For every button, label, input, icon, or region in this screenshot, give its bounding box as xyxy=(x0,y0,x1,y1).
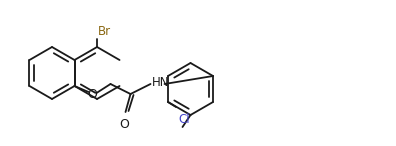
Text: O: O xyxy=(88,87,97,100)
Text: Br: Br xyxy=(98,25,111,38)
Text: Cl: Cl xyxy=(178,113,190,126)
Text: O: O xyxy=(120,118,129,131)
Text: HN: HN xyxy=(152,75,169,88)
